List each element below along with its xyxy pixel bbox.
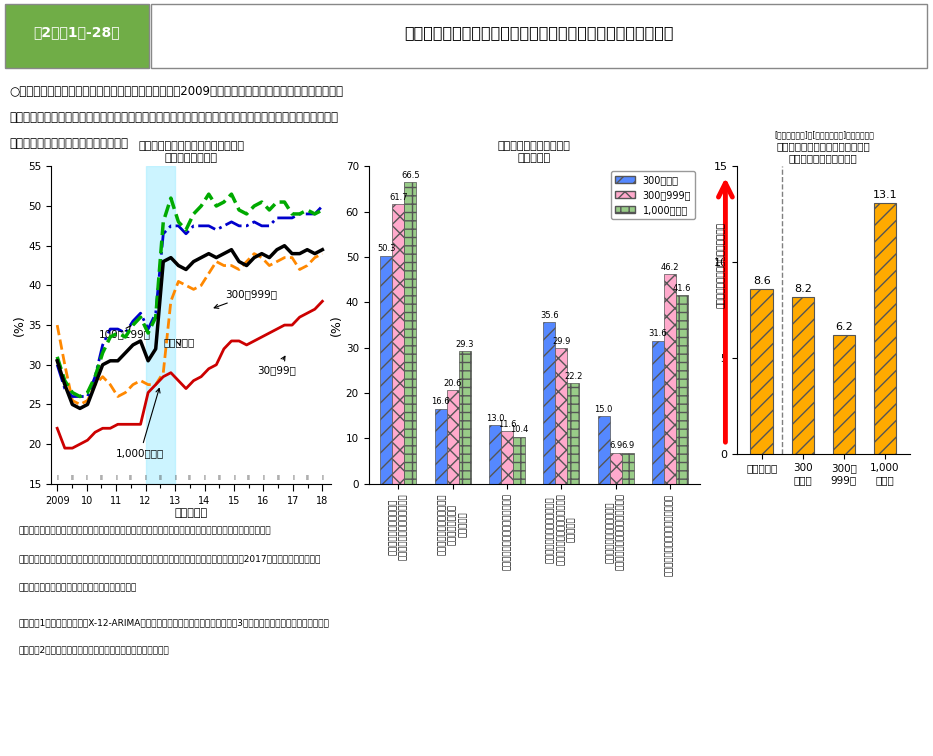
- Text: 300～999人: 300～999人: [215, 290, 277, 308]
- Text: I: I: [321, 476, 324, 482]
- Text: I: I: [262, 476, 264, 482]
- Text: 20.6: 20.6: [443, 379, 462, 388]
- Text: 13.0: 13.0: [486, 414, 505, 423]
- Text: II: II: [100, 476, 104, 482]
- Bar: [832, 335, 856, 454]
- Bar: [447, 390, 459, 484]
- Text: II: II: [129, 476, 132, 482]
- Text: 8.2: 8.2: [794, 284, 812, 293]
- Text: I: I: [86, 476, 88, 482]
- Text: 61.7: 61.7: [389, 193, 408, 202]
- Text: II: II: [217, 476, 221, 482]
- Text: II: II: [246, 476, 251, 482]
- FancyBboxPatch shape: [5, 4, 149, 68]
- Text: I: I: [203, 476, 205, 482]
- Text: 29.3: 29.3: [455, 339, 474, 349]
- Text: （注）　1）左図の数値は、X-12-ARIMAにより独自で作成した季節調整値（後方3四半期移動平均）を使用している。: （注） 1）左図の数値は、X-12-ARIMAにより独自で作成した季節調整値（後…: [19, 618, 329, 627]
- Bar: [435, 408, 447, 484]
- Text: 15.0: 15.0: [594, 404, 613, 414]
- Text: [増やしていく]－[減らしていく]・％ポイント: [増やしていく]－[減らしていく]・％ポイント: [773, 131, 874, 140]
- Bar: [381, 256, 393, 484]
- Text: 1,000人以上: 1,000人以上: [116, 389, 164, 458]
- Bar: [555, 349, 567, 484]
- Text: I: I: [115, 476, 118, 482]
- Text: 66.5: 66.5: [401, 171, 420, 180]
- Text: ○　正社員等の中途採用の実績がある事業所割合は、2009年以降趨勢的に上昇しており、大企業では: ○ 正社員等の中途採用の実績がある事業所割合は、2009年以降趨勢的に上昇してお…: [9, 85, 343, 98]
- Text: （今後、中途採用を増やしていく）: （今後、中途採用を増やしていく）: [717, 222, 726, 308]
- Bar: [598, 416, 609, 484]
- Text: II: II: [188, 476, 192, 482]
- Bar: [675, 295, 688, 484]
- Bar: [146, 166, 175, 484]
- Text: 11.6: 11.6: [497, 420, 516, 429]
- Bar: [459, 351, 470, 484]
- Text: II: II: [276, 476, 280, 482]
- Text: 16.6: 16.6: [431, 397, 450, 406]
- Text: 2）左図のシャドー部分は景気後退期を示している。: 2）左図のシャドー部分は景気後退期を示している。: [19, 646, 170, 655]
- Text: I: I: [292, 476, 294, 482]
- Bar: [567, 383, 579, 484]
- Bar: [621, 453, 634, 484]
- Text: 46.2: 46.2: [661, 263, 679, 272]
- Text: 35.6: 35.6: [540, 311, 559, 320]
- Text: 100～299人: 100～299人: [99, 326, 150, 339]
- Text: I: I: [145, 476, 146, 482]
- Text: II: II: [70, 476, 74, 482]
- Text: 高度なマネジメント能力等を有する人材を、中小企業では仕事経験が豊富な人材を採用するために正: 高度なマネジメント能力等を有する人材を、中小企業では仕事経験が豊富な人材を採用す…: [9, 111, 339, 124]
- Text: 50.3: 50.3: [377, 244, 396, 253]
- Bar: [501, 431, 513, 484]
- Text: 41.6: 41.6: [673, 284, 691, 293]
- Text: 6.9: 6.9: [620, 442, 634, 451]
- Text: I: I: [56, 476, 58, 482]
- Bar: [513, 437, 525, 484]
- Text: 6.2: 6.2: [835, 322, 853, 332]
- Title: 企業における正社員採用に占める
中途採用の今後の見込み: 企業における正社員採用に占める 中途採用の今後の見込み: [776, 141, 870, 163]
- Bar: [873, 203, 897, 454]
- Text: 13.1: 13.1: [872, 190, 898, 200]
- Text: I: I: [174, 476, 176, 482]
- Text: 省労働政策担当参事官室にて独自集計: 省労働政策担当参事官室にて独自集計: [19, 584, 137, 593]
- Bar: [750, 289, 773, 454]
- Bar: [393, 204, 404, 484]
- Bar: [489, 425, 501, 484]
- Y-axis label: (%): (%): [330, 314, 343, 336]
- Text: 22.2: 22.2: [564, 372, 582, 381]
- Text: I: I: [233, 476, 235, 482]
- Text: （年・期）: （年・期）: [174, 507, 208, 518]
- Text: 社員の中途採用を実施している。: 社員の中途採用を実施している。: [9, 137, 129, 150]
- Bar: [791, 296, 815, 454]
- Text: 30～99人: 30～99人: [258, 356, 297, 375]
- Text: II: II: [306, 476, 310, 482]
- Title: 正社員等の中途採用を実施している
事業所割合の推移: 正社員等の中途採用を実施している 事業所割合の推移: [138, 141, 244, 163]
- Bar: [652, 340, 664, 484]
- Bar: [664, 274, 675, 484]
- Text: 第2－（1）-28図: 第2－（1）-28図: [34, 25, 119, 39]
- Text: 6.9: 6.9: [609, 442, 622, 451]
- Legend: 300人未満, 300～999人, 1,000人以上: 300人未満, 300～999人, 1,000人以上: [611, 171, 695, 218]
- Text: 8.6: 8.6: [753, 276, 771, 286]
- Title: 正社員の中途採用を行う
企業の目的: 正社員の中途採用を行う 企業の目的: [497, 141, 571, 163]
- Text: 資料出所　左図は厚生労働省「労働経済動向調査」をもとに厚生労働省労働政策担当参事官室にて作成、: 資料出所 左図は厚生労働省「労働経済動向調査」をもとに厚生労働省労働政策担当参事…: [19, 526, 272, 535]
- Text: 31.6: 31.6: [648, 329, 667, 338]
- Bar: [543, 322, 555, 484]
- FancyBboxPatch shape: [151, 4, 927, 68]
- Text: 全規模企業: 全規模企業: [163, 337, 194, 347]
- Bar: [404, 182, 416, 484]
- Text: 中途採用をめぐる概況と企業の中途採用に関する今後の見込み: 中途採用をめぐる概況と企業の中途採用に関する今後の見込み: [405, 25, 674, 40]
- Bar: [609, 453, 621, 484]
- Text: 29.9: 29.9: [552, 337, 570, 346]
- Text: II: II: [159, 476, 162, 482]
- Y-axis label: (%): (%): [12, 314, 25, 336]
- Text: 中図、右図は（独）労働政策研究・研修機構「企業の多様な採用に関する調査」（2017年）の個票を厚生労働: 中図、右図は（独）労働政策研究・研修機構「企業の多様な採用に関する調査」（201…: [19, 555, 321, 564]
- Text: 10.4: 10.4: [509, 426, 528, 435]
